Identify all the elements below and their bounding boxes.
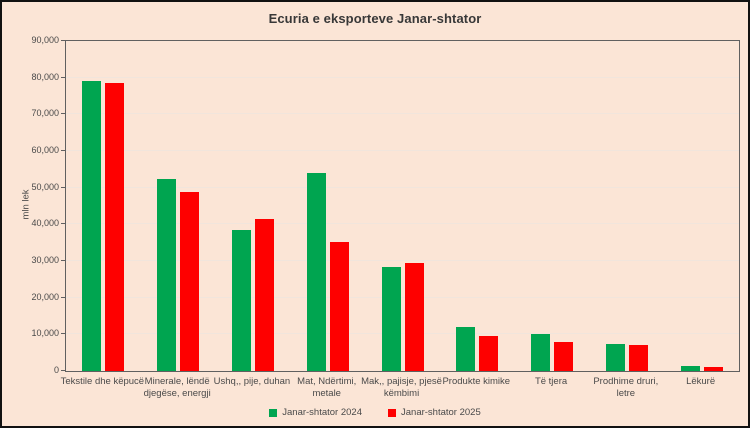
y-tick-label: 20,000 (31, 291, 59, 302)
gridline (66, 333, 739, 335)
legend: Janar-shtator 2024 Janar-shtator 2025 (2, 407, 748, 418)
x-category-label: Tekstile dhe këpucë (60, 376, 145, 387)
bar-green (456, 327, 476, 371)
bar-green (306, 173, 326, 371)
y-tick-mark (61, 260, 65, 261)
bar-red (554, 342, 574, 371)
bar-group (605, 344, 648, 371)
bar-red (404, 262, 424, 371)
x-category-label: Mak,, pajisje, pjesë këmbimi (361, 376, 442, 400)
bar-red (628, 344, 648, 371)
y-tick-label: 80,000 (31, 71, 59, 82)
plot-area (65, 40, 740, 372)
bar-group (306, 173, 349, 371)
bar-green (680, 365, 700, 371)
legend-label: Janar-shtator 2025 (401, 407, 481, 418)
y-tick-label: 0 (53, 365, 59, 375)
y-tick-label: 50,000 (31, 181, 59, 192)
legend-swatch-red (388, 408, 396, 417)
bar-red (180, 192, 200, 371)
bar-group (231, 218, 274, 371)
gridline (66, 76, 739, 78)
y-tick-label: 30,000 (31, 255, 59, 265)
bar-green (231, 229, 251, 371)
bar-group (531, 334, 574, 371)
bar-green (82, 81, 102, 371)
gridline (66, 150, 739, 151)
bar-group (82, 81, 125, 371)
bar-group (381, 262, 424, 371)
x-category-label: Prodhime druri, letre (593, 376, 659, 400)
x-category-label: Të tjera (534, 376, 568, 387)
y-tick-mark (61, 186, 65, 188)
y-tick-label: 40,000 (31, 218, 59, 229)
gridline (66, 223, 739, 225)
bar-green (157, 179, 177, 371)
x-category-label: Minerale, lëndë djegëse, energji (143, 376, 211, 400)
y-tick-mark (61, 113, 65, 115)
bar-group (456, 327, 499, 371)
y-tick-mark (61, 333, 65, 335)
gridline (66, 296, 739, 298)
bar-green (605, 344, 625, 371)
y-tick-label: 70,000 (31, 108, 59, 119)
chart-title: Ecuria e eksporteve Janar-shtator (268, 11, 482, 26)
y-tick-label: 90,000 (31, 35, 59, 45)
y-tick-mark (61, 223, 65, 225)
y-tick-mark (61, 76, 65, 78)
x-category-label: Produkte kimike (442, 376, 511, 387)
legend-item: Janar-shtator 2025 (388, 407, 481, 418)
bar-red (479, 335, 499, 371)
y-tick-mark (61, 296, 65, 298)
bar-green (381, 267, 401, 371)
bar-green (531, 334, 551, 371)
y-tick-mark (61, 370, 65, 371)
bar-group (157, 179, 200, 371)
bar-group (680, 365, 723, 371)
gridline (66, 113, 739, 115)
y-tick-mark (61, 40, 65, 41)
gridline (66, 260, 739, 261)
legend-swatch-green (269, 408, 278, 417)
bar-red (105, 83, 125, 371)
bar-red (703, 366, 723, 371)
bar-red (254, 218, 274, 371)
x-category-label: Ushq,, pije, duhan (213, 376, 291, 387)
y-tick-mark (61, 150, 65, 151)
x-category-label: Mat, Ndërtimi, metale (297, 376, 357, 400)
gridline (66, 186, 739, 188)
y-tick-label: 10,000 (31, 328, 59, 339)
legend-item: Janar-shtator 2024 (269, 407, 362, 418)
legend-label: Janar-shtator 2024 (282, 407, 362, 418)
y-tick-label: 60,000 (31, 145, 59, 155)
x-category-label: Lëkurë (686, 376, 716, 387)
bar-red (329, 241, 349, 371)
